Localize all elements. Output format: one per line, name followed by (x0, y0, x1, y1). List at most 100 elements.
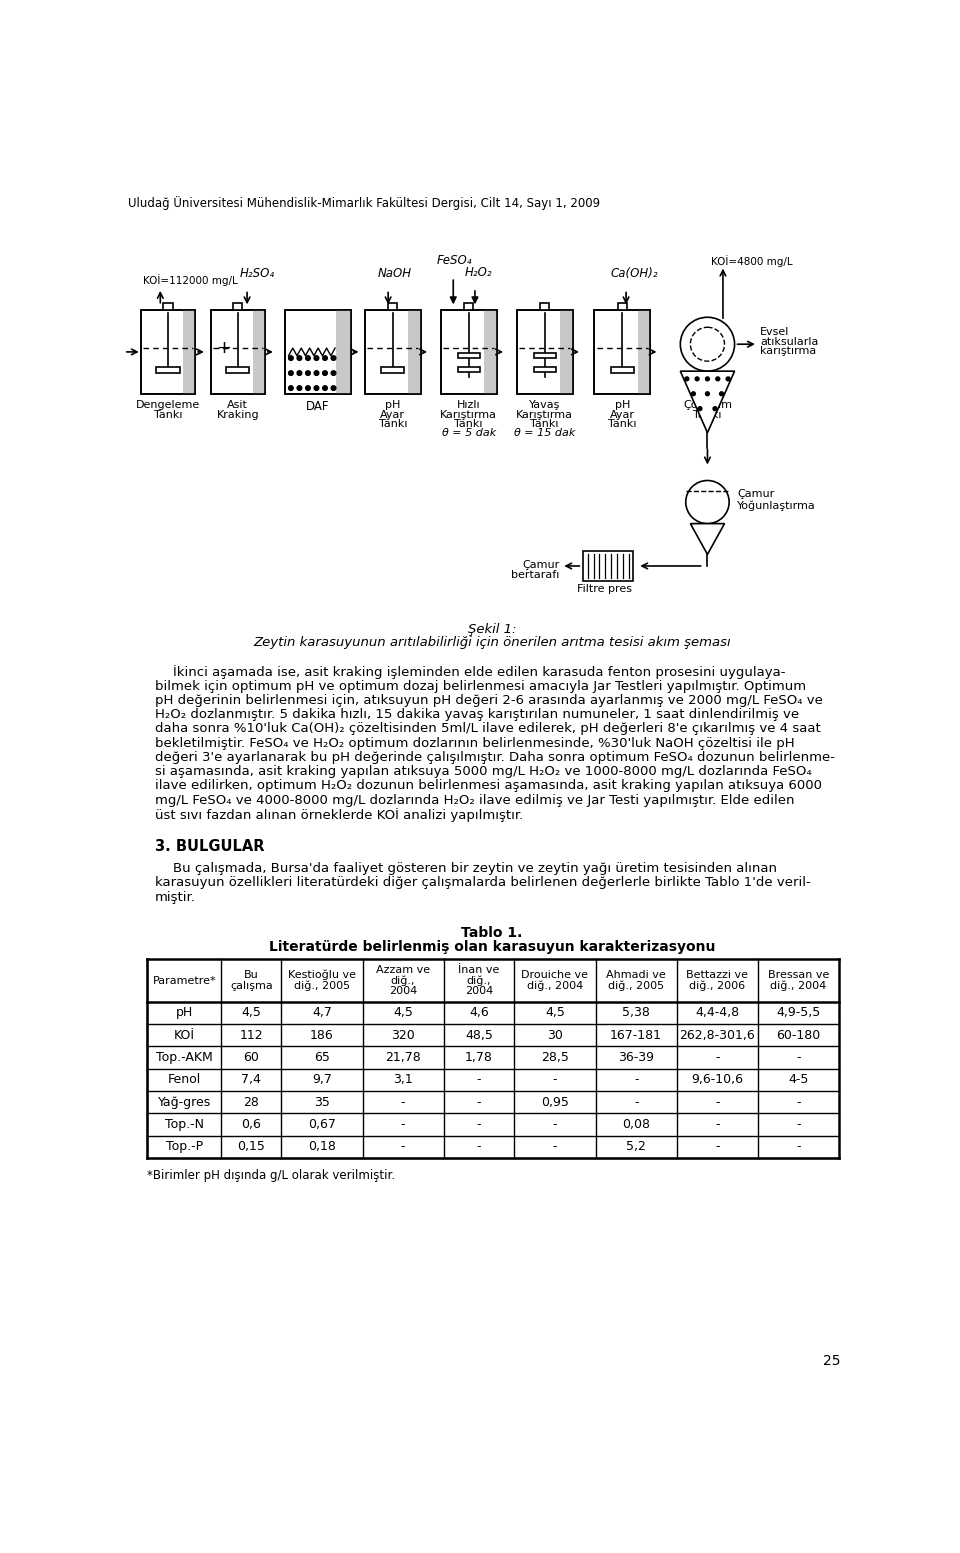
Text: -: - (553, 1118, 557, 1131)
Circle shape (289, 385, 293, 390)
Text: Yoğunlaştırma: Yoğunlaştırma (737, 500, 816, 511)
Circle shape (305, 385, 310, 390)
Circle shape (305, 356, 310, 360)
Bar (540, 303, 549, 309)
Text: 2004: 2004 (389, 986, 418, 997)
Bar (583, 551, 634, 581)
Bar (637, 309, 650, 394)
Text: Top.-P: Top.-P (166, 1140, 203, 1154)
Bar (141, 309, 195, 394)
Text: -: - (477, 1118, 481, 1131)
Text: Karıştırma: Karıştırma (516, 410, 573, 419)
Text: 0,18: 0,18 (308, 1140, 336, 1154)
Text: 60-180: 60-180 (777, 1028, 821, 1042)
Text: Yavaş: Yavaş (529, 401, 561, 410)
Text: 3. BULGULAR: 3. BULGULAR (155, 839, 264, 854)
Text: Dengeleme: Dengeleme (136, 401, 201, 410)
Text: KOİ=4800 mg/L: KOİ=4800 mg/L (711, 255, 793, 267)
Text: 35: 35 (314, 1096, 330, 1109)
Bar (534, 367, 556, 371)
Text: NaOH: NaOH (377, 267, 412, 280)
Circle shape (681, 317, 734, 371)
Text: -: - (477, 1140, 481, 1154)
Text: İnan ve: İnan ve (458, 964, 500, 975)
Text: 5,38: 5,38 (622, 1006, 650, 1019)
Bar (611, 367, 634, 373)
Text: diğ., 2005: diğ., 2005 (608, 981, 664, 991)
Text: 65: 65 (314, 1051, 330, 1064)
Text: Top.-N: Top.-N (165, 1118, 204, 1131)
Text: 48,5: 48,5 (465, 1028, 493, 1042)
Text: Zeytin karasuyunun arıtılabilirliği için önerilen arıtma tesisi akım şeması: Zeytin karasuyunun arıtılabilirliği için… (253, 637, 731, 649)
Text: diğ., 2004: diğ., 2004 (771, 981, 827, 991)
Text: Azzam ve: Azzam ve (376, 964, 430, 975)
Text: 0,15: 0,15 (237, 1140, 265, 1154)
Polygon shape (690, 523, 725, 554)
Text: 4,6: 4,6 (469, 1006, 489, 1019)
Bar (458, 367, 480, 371)
Text: 9,6-10,6: 9,6-10,6 (691, 1073, 743, 1087)
Text: bilmek için optimum pH ve optimum dozaj belirlenmesi amacıyla Jar Testleri yapıl: bilmek için optimum pH ve optimum dozaj … (155, 680, 806, 693)
Text: -: - (553, 1140, 557, 1154)
Text: 3,1: 3,1 (394, 1073, 413, 1087)
Bar (441, 309, 496, 394)
Text: İkinci aşamada ise, asit kraking işleminden elde edilen karasuda fenton prosesin: İkinci aşamada ise, asit kraking işlemin… (173, 665, 785, 679)
Bar (210, 309, 265, 394)
Circle shape (297, 371, 301, 376)
Text: -: - (401, 1118, 405, 1131)
Text: diğ.,: diğ., (391, 975, 416, 986)
Bar (594, 309, 650, 394)
Text: +: + (216, 339, 231, 357)
Text: bekletilmiştir. FeSO₄ ve H₂O₂ optimum dozlarının belirlenmesinde, %30'luk NaOH ç: bekletilmiştir. FeSO₄ ve H₂O₂ optimum do… (155, 736, 795, 750)
Text: 60: 60 (243, 1051, 259, 1064)
Text: daha sonra %10'luk Ca(OH)₂ çözeltisinden 5ml/L ilave edilerek, pH değerleri 8'e : daha sonra %10'luk Ca(OH)₂ çözeltisinden… (155, 722, 821, 735)
Text: *Birimler pH dışında g/L olarak verilmiştir.: *Birimler pH dışında g/L olarak verilmiş… (147, 1169, 396, 1182)
Text: θ = 15 dak: θ = 15 dak (514, 429, 575, 438)
Bar (388, 303, 397, 309)
Circle shape (691, 391, 695, 396)
Text: -: - (797, 1140, 801, 1154)
Text: pH: pH (385, 401, 400, 410)
Text: Ayar: Ayar (380, 410, 405, 419)
Bar (516, 309, 572, 394)
Text: diğ., 2004: diğ., 2004 (527, 981, 583, 991)
Circle shape (314, 385, 319, 390)
Circle shape (323, 385, 327, 390)
Bar (485, 309, 496, 394)
Text: -: - (715, 1140, 720, 1154)
Text: 0,6: 0,6 (241, 1118, 261, 1131)
Text: -: - (715, 1051, 720, 1064)
Text: mg/L FeSO₄ ve 4000-8000 mg/L dozlarında H₂O₂ ilave edilmiş ve Jar Testi yapılmış: mg/L FeSO₄ ve 4000-8000 mg/L dozlarında … (155, 794, 794, 806)
Text: Ayar: Ayar (610, 410, 635, 419)
Text: -: - (553, 1073, 557, 1087)
Circle shape (323, 356, 327, 360)
Text: 4,5: 4,5 (394, 1006, 413, 1019)
Bar (183, 309, 195, 394)
Text: 2004: 2004 (465, 986, 493, 997)
Text: 4,4-4,8: 4,4-4,8 (695, 1006, 739, 1019)
Bar (534, 354, 556, 359)
Text: Kraking: Kraking (217, 410, 259, 419)
Text: üst sıvı fazdan alınan örneklerde KOİ analizi yapılmıştır.: üst sıvı fazdan alınan örneklerde KOİ an… (155, 808, 523, 822)
Text: Hızlı: Hızlı (457, 401, 481, 410)
Circle shape (314, 371, 319, 376)
Circle shape (726, 377, 730, 380)
Text: bertarafı: bertarafı (512, 570, 560, 579)
Text: 1,78: 1,78 (465, 1051, 493, 1064)
Text: -: - (797, 1096, 801, 1109)
Circle shape (716, 377, 720, 380)
Text: 4,5: 4,5 (545, 1006, 564, 1019)
Text: Drouiche ve: Drouiche ve (521, 971, 588, 980)
Text: Kestioğlu ve: Kestioğlu ve (288, 971, 356, 980)
Text: Bettazzi ve: Bettazzi ve (686, 971, 749, 980)
Circle shape (706, 377, 709, 380)
Bar (233, 303, 243, 309)
Text: -: - (715, 1096, 720, 1109)
Bar (441, 309, 496, 394)
Text: KOİ: KOİ (174, 1028, 195, 1042)
Bar (210, 309, 265, 394)
Text: diğ., 2006: diğ., 2006 (689, 981, 746, 991)
Bar (163, 303, 173, 309)
Text: Tankı: Tankı (154, 410, 182, 419)
Text: Evsel: Evsel (760, 328, 789, 337)
